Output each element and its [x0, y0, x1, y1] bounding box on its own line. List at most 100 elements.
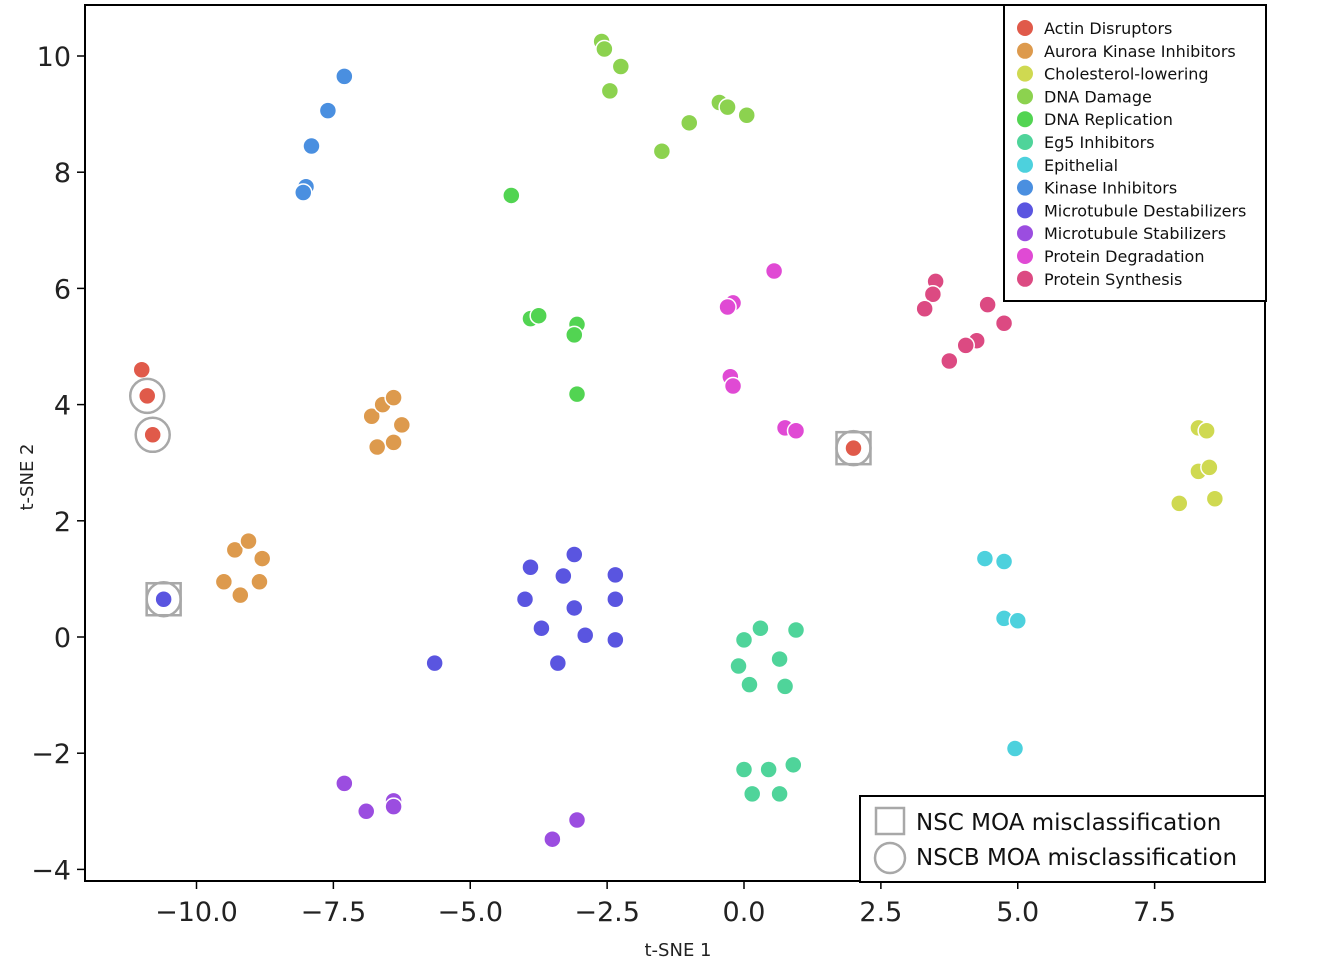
legend-frame — [1003, 4, 1267, 302]
y-tick-label: 4 — [54, 391, 71, 422]
point-dna-replication — [567, 384, 587, 404]
x-tick-label: 7.5 — [1133, 897, 1176, 928]
point-microtubule-stabilizers — [335, 774, 354, 793]
point-dna-damage — [595, 39, 614, 59]
legend-label: Epithelial — [1044, 156, 1118, 175]
point-epithelial — [1008, 611, 1027, 630]
point-microtubule-destabilizers — [554, 566, 573, 586]
point-epithelial — [1005, 739, 1025, 758]
point-cholesterol-lowering — [1205, 489, 1225, 508]
point-kinase-inhibitors — [318, 101, 338, 120]
point-eg5-inhibitors — [751, 619, 770, 638]
point-protein-degradation — [764, 261, 784, 281]
x-tick-label: −7.5 — [301, 897, 367, 928]
point-dna-damage — [600, 81, 620, 101]
point-aurora-kinase-inhibitors — [214, 572, 234, 592]
point-protein-degradation — [718, 297, 737, 317]
nscb-misclassification-marker — [128, 377, 166, 415]
point-epithelial — [994, 552, 1014, 571]
point-aurora-kinase-inhibitors — [384, 388, 403, 407]
point-protein-synthesis — [915, 299, 934, 318]
legend-swatch — [1017, 42, 1033, 59]
point-microtubule-destabilizers — [565, 545, 584, 564]
point-kinase-inhibitors — [294, 183, 313, 202]
x-tick-label: 5.0 — [996, 897, 1039, 928]
x-tick-label: −10.0 — [155, 897, 238, 928]
legend-swatch — [1017, 88, 1033, 105]
nsc-square-icon — [874, 806, 906, 836]
y-axis: −4 −2 0 2 4 6 8 10 — [31, 42, 85, 886]
legend-swatch — [1017, 202, 1033, 219]
point-eg5-inhibitors — [784, 755, 803, 775]
point-actin-disruptors — [132, 360, 151, 379]
legend-label: DNA Replication — [1044, 110, 1173, 129]
y-tick-label: 6 — [54, 274, 71, 305]
point-microtubule-destabilizers — [565, 598, 584, 618]
point-actin-disruptors — [844, 438, 863, 458]
legend-label: Protein Degradation — [1044, 247, 1204, 266]
point-microtubule-destabilizers — [606, 589, 625, 609]
point-protein-synthesis — [923, 284, 943, 304]
x-axis-label: t-SNE 1 — [645, 940, 712, 961]
point-microtubule-destabilizers — [548, 653, 568, 673]
point-eg5-inhibitors — [734, 630, 754, 650]
point-microtubule-stabilizers — [356, 802, 376, 821]
point-microtubule-destabilizers — [425, 653, 444, 673]
point-microtubule-destabilizers — [606, 630, 625, 650]
point-cholesterol-lowering — [1197, 421, 1216, 440]
point-eg5-inhibitors — [770, 784, 789, 804]
legend-swatch — [1017, 225, 1033, 242]
legend-label: DNA Damage — [1044, 87, 1152, 106]
point-microtubule-stabilizers — [384, 797, 403, 816]
nscb-misclassification-marker — [145, 580, 182, 618]
point-microtubule-destabilizers — [154, 589, 173, 609]
point-dna-damage — [718, 97, 737, 117]
legend-swatch — [1017, 179, 1033, 196]
point-microtubule-destabilizers — [575, 626, 595, 645]
x-axis: −10.0 −7.5 −5.0 −2.5 0.0 2.5 5.0 7.5 — [155, 881, 1176, 928]
point-aurora-kinase-inhibitors — [250, 572, 269, 592]
legend-label: Protein Synthesis — [1044, 270, 1182, 289]
x-tick-label: 0.0 — [723, 897, 766, 928]
legend: Actin Disruptors Aurora Kinase Inhibitors… — [1003, 4, 1267, 302]
legend-swatch — [1017, 65, 1033, 82]
point-protein-degradation — [723, 376, 743, 396]
point-aurora-kinase-inhibitors — [392, 415, 412, 435]
y-tick-label: 0 — [54, 623, 71, 654]
legend-swatch — [1017, 156, 1033, 173]
point-cholesterol-lowering — [1200, 458, 1219, 477]
point-actin-disruptors — [137, 386, 157, 406]
point-eg5-inhibitors — [786, 620, 806, 640]
point-eg5-inhibitors — [734, 760, 754, 779]
point-microtubule-destabilizers — [521, 558, 540, 577]
point-microtubule-destabilizers — [532, 619, 551, 638]
point-eg5-inhibitors — [770, 649, 789, 669]
legend-swatch — [1017, 134, 1033, 150]
legend-swatch — [1017, 248, 1033, 264]
legend-swatch — [1017, 270, 1033, 287]
y-tick-label: 2 — [54, 507, 71, 538]
point-protein-synthesis — [956, 336, 975, 355]
point-eg5-inhibitors — [740, 675, 759, 694]
point-dna-replication — [565, 325, 584, 345]
point-protein-synthesis — [994, 314, 1014, 333]
y-tick-label: −4 — [31, 855, 71, 886]
point-aurora-kinase-inhibitors — [225, 540, 245, 560]
point-epithelial — [975, 549, 995, 568]
point-aurora-kinase-inhibitors — [239, 531, 258, 551]
point-protein-synthesis — [978, 295, 997, 314]
point-eg5-inhibitors — [742, 784, 762, 804]
point-kinase-inhibitors — [335, 67, 354, 86]
point-aurora-kinase-inhibitors — [367, 437, 387, 457]
point-actin-disruptors — [143, 425, 162, 445]
misclassification-markers — [128, 377, 872, 618]
x-tick-label: −5.0 — [437, 897, 503, 928]
point-aurora-kinase-inhibitors — [231, 585, 250, 605]
y-axis-label: t-SNE 2 — [17, 444, 38, 511]
point-dna-damage — [652, 142, 672, 161]
point-protein-degradation — [786, 421, 806, 440]
nscb-circle-icon — [873, 841, 907, 875]
legend-label: Microtubule Stabilizers — [1044, 224, 1226, 243]
x-tick-label: −2.5 — [574, 897, 640, 928]
